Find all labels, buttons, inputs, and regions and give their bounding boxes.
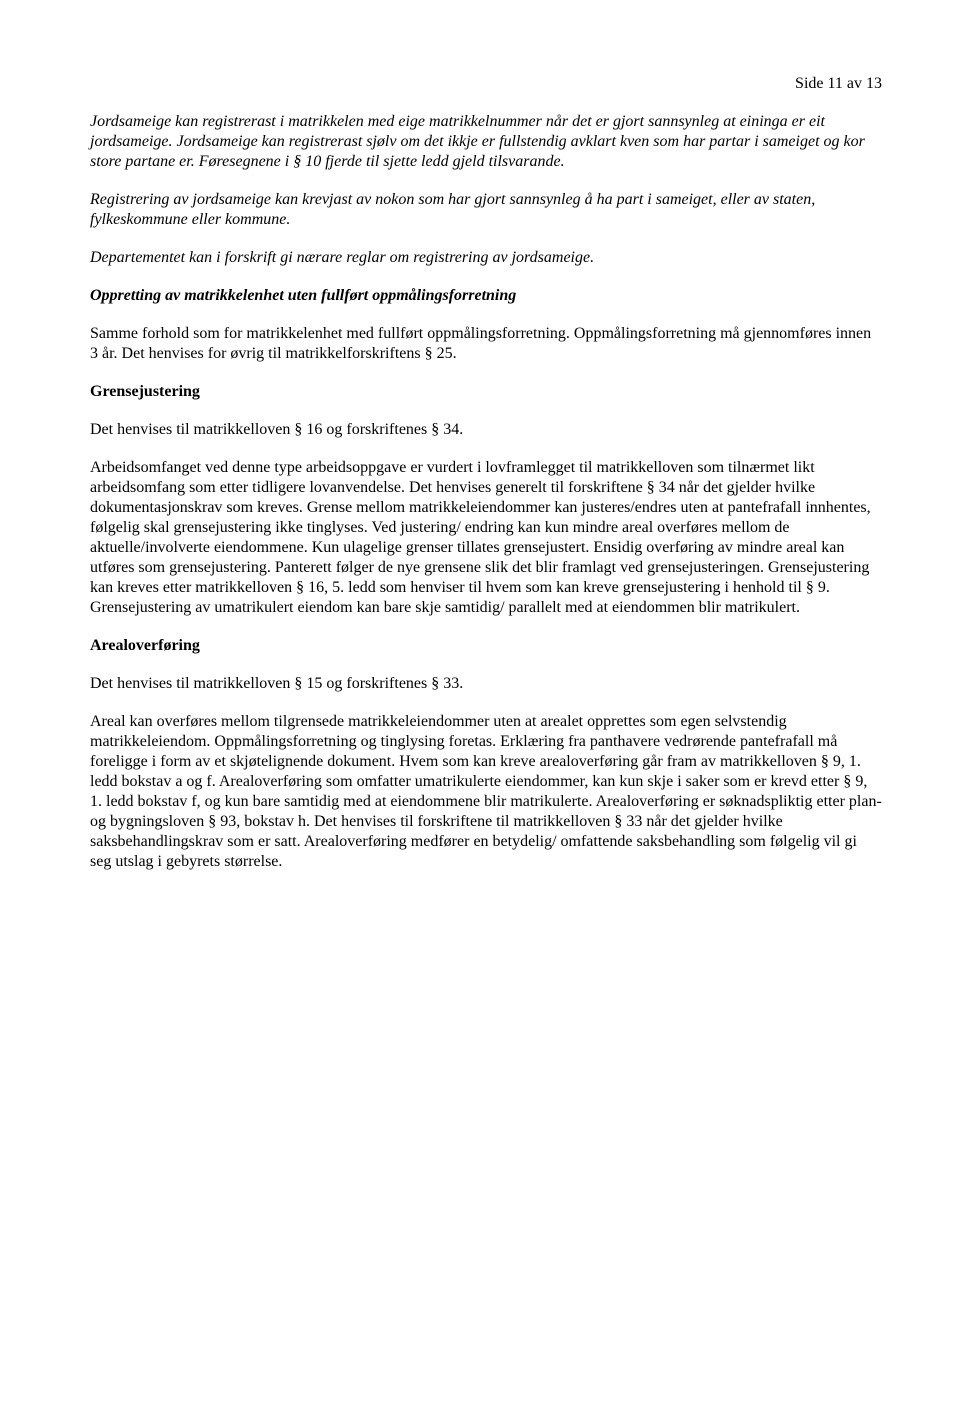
paragraph-jordsameige-2: Registrering av jordsameige kan krevjast… — [90, 190, 882, 230]
heading-grensejustering: Grensejustering — [90, 382, 882, 402]
paragraph-grensejustering-body: Arbeidsomfanget ved denne type arbeidsop… — [90, 458, 882, 618]
paragraph-arealoverforing-ref: Det henvises til matrikkelloven § 15 og … — [90, 674, 882, 694]
paragraph-arealoverforing-body: Areal kan overføres mellom tilgrensede m… — [90, 712, 882, 872]
paragraph-oppretting: Samme forhold som for matrikkelenhet med… — [90, 324, 882, 364]
page-number: Side 11 av 13 — [90, 74, 882, 94]
heading-oppretting: Oppretting av matrikkelenhet uten fullfø… — [90, 286, 882, 306]
paragraph-grensejustering-ref: Det henvises til matrikkelloven § 16 og … — [90, 420, 882, 440]
heading-arealoverforing: Arealoverføring — [90, 636, 882, 656]
paragraph-jordsameige-3: Departementet kan i forskrift gi nærare … — [90, 248, 882, 268]
paragraph-jordsameige-1: Jordsameige kan registrerast i matrikkel… — [90, 112, 882, 172]
